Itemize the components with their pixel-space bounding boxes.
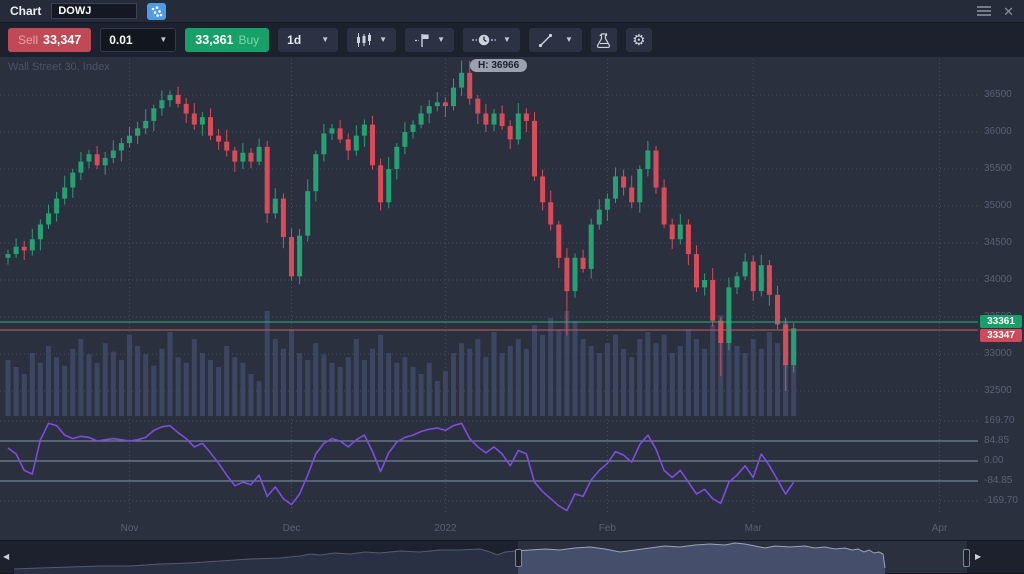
events-dropdown[interactable]: ▼ bbox=[405, 28, 455, 52]
candlestick-icon bbox=[357, 33, 372, 47]
x-axis-label: Feb bbox=[598, 523, 616, 534]
timeframe-dropdown[interactable]: 1d ▼ bbox=[278, 28, 339, 52]
chart-area: Wall Street 30, Index H: 36966 33361 333… bbox=[0, 57, 1024, 540]
oscillator-axis-label: -169.70 bbox=[984, 495, 1018, 506]
time-tool-dropdown[interactable]: ▼ bbox=[463, 28, 520, 52]
drawing-tool-dropdown[interactable]: ▼ bbox=[528, 28, 582, 52]
buy-price: 33,361 bbox=[195, 33, 234, 47]
timeframe-value: 1d bbox=[287, 33, 302, 47]
gear-icon: ⚙ bbox=[632, 31, 646, 49]
chart-tab[interactable]: Chart bbox=[10, 4, 42, 18]
x-axis-label: Dec bbox=[282, 523, 301, 534]
sell-price-badge: 33347 bbox=[980, 329, 1022, 342]
buy-button[interactable]: 33,361 Buy bbox=[185, 28, 270, 52]
clock-icon bbox=[472, 34, 497, 46]
indicators-button[interactable] bbox=[590, 28, 617, 52]
x-axis-label: Apr bbox=[931, 523, 948, 534]
navigator[interactable]: ◀ ▶ bbox=[0, 540, 1024, 574]
toolbar: Sell 33,347 0.01 ▼ 33,361 Buy 1d ▼ ▼ bbox=[0, 23, 1024, 57]
chevron-down-icon: ▼ bbox=[321, 35, 330, 44]
chevron-down-icon: ▼ bbox=[564, 35, 573, 44]
settings-button[interactable]: ⚙ bbox=[625, 28, 652, 52]
flask-icon bbox=[596, 32, 610, 48]
y-axis-label: 36000 bbox=[984, 126, 1012, 137]
x-axis-label: 2022 bbox=[434, 523, 457, 534]
sell-label: Sell bbox=[18, 33, 39, 47]
scatter-dots-icon bbox=[152, 5, 163, 17]
chevron-down-icon: ▼ bbox=[437, 35, 446, 44]
chevron-down-icon: ▼ bbox=[503, 35, 511, 44]
trendline-icon bbox=[538, 33, 553, 47]
navigator-overview[interactable] bbox=[0, 541, 1024, 574]
y-axis-label: 36500 bbox=[984, 89, 1012, 100]
multi-chart-button[interactable] bbox=[147, 2, 167, 20]
scroll-left-icon[interactable]: ◀ bbox=[3, 552, 10, 561]
price-chart[interactable] bbox=[0, 57, 1024, 540]
session-high-tooltip: H: 36966 bbox=[470, 59, 528, 72]
quantity-value: 0.01 bbox=[109, 33, 133, 47]
symbol-input[interactable] bbox=[51, 3, 138, 19]
y-axis-label: 35000 bbox=[984, 200, 1012, 211]
sell-button[interactable]: Sell 33,347 bbox=[8, 28, 92, 52]
chevron-down-icon: ▼ bbox=[379, 35, 388, 44]
x-axis-label: Mar bbox=[744, 523, 762, 534]
y-axis-label: 32500 bbox=[984, 385, 1012, 396]
scroll-right-icon[interactable]: ▶ bbox=[975, 552, 982, 561]
chevron-down-icon: ▼ bbox=[159, 35, 168, 44]
flag-icon bbox=[415, 33, 429, 47]
y-axis-label: 35500 bbox=[984, 163, 1012, 174]
navigator-left-handle[interactable] bbox=[515, 549, 522, 567]
oscillator-axis-label: 169.70 bbox=[984, 415, 1015, 426]
y-axis-label: 34500 bbox=[984, 237, 1012, 248]
y-axis-label: 34000 bbox=[984, 274, 1012, 285]
x-axis-label: Nov bbox=[120, 523, 139, 534]
oscillator-axis-label: -84.85 bbox=[984, 475, 1013, 486]
navigator-right-handle[interactable] bbox=[963, 549, 970, 567]
close-icon[interactable]: ✕ bbox=[1003, 3, 1014, 19]
chart-type-dropdown[interactable]: ▼ bbox=[347, 28, 397, 52]
y-axis-label: 33000 bbox=[984, 348, 1012, 359]
buy-price-badge: 33361 bbox=[980, 315, 1022, 328]
oscillator-axis-label: 0.00 bbox=[984, 455, 1004, 466]
buy-label: Buy bbox=[238, 33, 260, 47]
menu-icon[interactable] bbox=[977, 5, 992, 18]
sell-price: 33,347 bbox=[43, 33, 82, 47]
quantity-dropdown[interactable]: 0.01 ▼ bbox=[100, 28, 177, 52]
oscillator-axis-label: 84.85 bbox=[984, 435, 1010, 446]
instrument-label: Wall Street 30, Index bbox=[8, 61, 110, 73]
titlebar: Chart ✕ bbox=[0, 0, 1024, 23]
